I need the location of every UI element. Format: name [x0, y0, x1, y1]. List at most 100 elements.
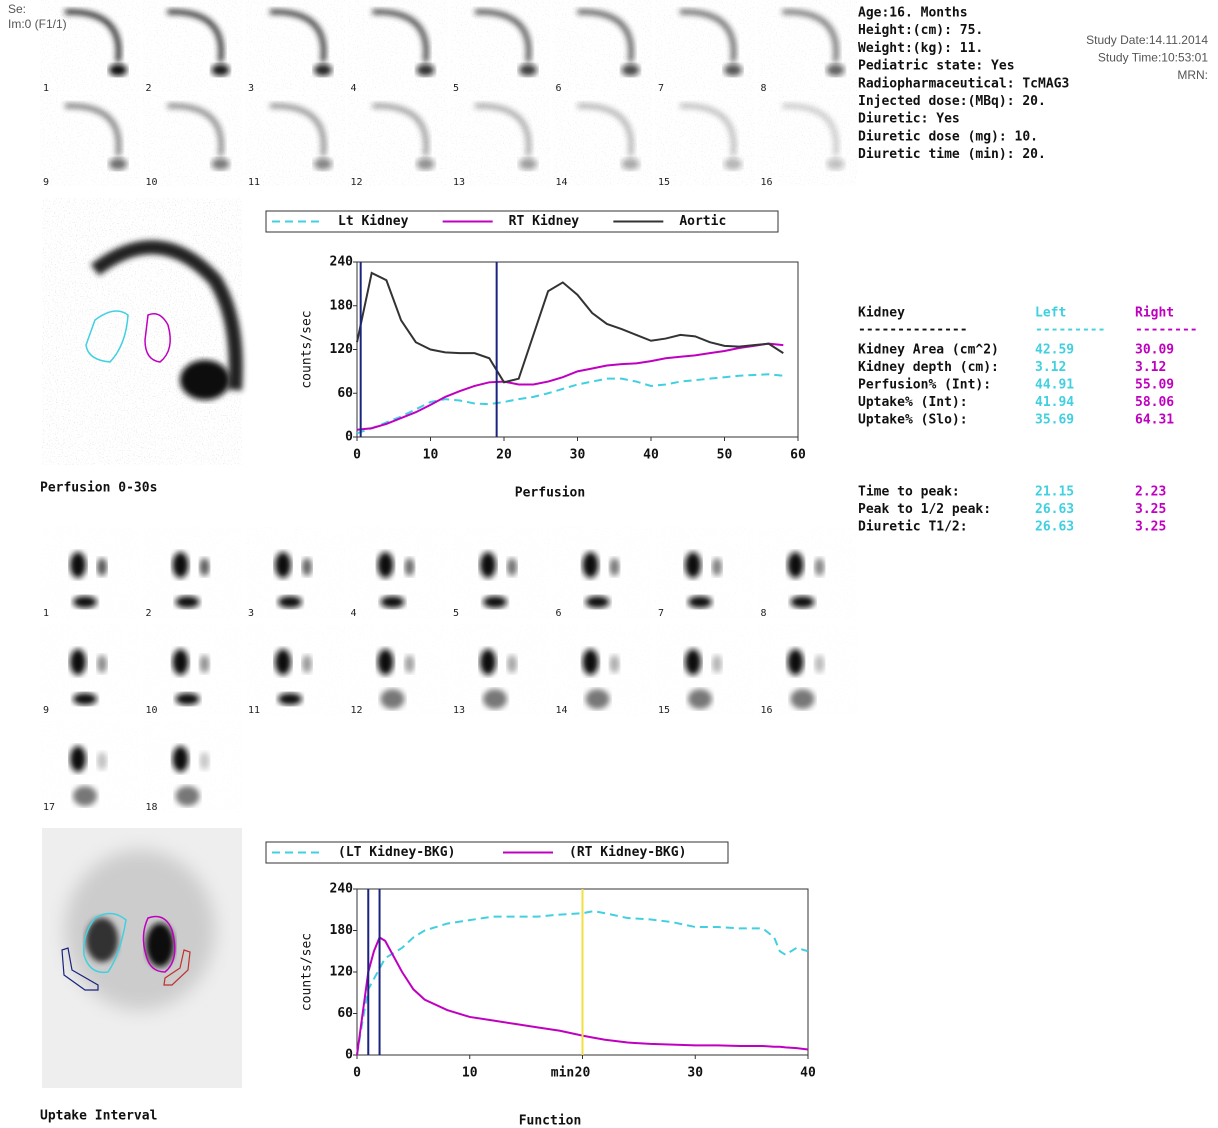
scan-blob [176, 693, 200, 705]
scan-blob [97, 655, 107, 673]
scan-frame [553, 94, 653, 186]
report: Se:Im:0 (F1/1)12345678910111213141516123… [0, 0, 1218, 1128]
scan-blob [507, 655, 517, 673]
patient-info: Pediatric state: Yes [858, 59, 1015, 74]
scan-blob [70, 552, 86, 578]
scan-blob [173, 552, 189, 578]
scan-blob [180, 360, 230, 400]
x-tick-label: 0 [353, 1066, 361, 1081]
table-header: Left [1035, 306, 1066, 321]
scan-frame [348, 0, 448, 92]
scan-frame [245, 624, 345, 716]
scan-blob [586, 689, 610, 709]
scan-blob [519, 158, 537, 170]
scan-blob [417, 158, 435, 170]
scan-blob [381, 689, 405, 709]
scan-blob [507, 558, 517, 576]
x-tick-label: 20 [496, 448, 512, 463]
scan-blob [378, 649, 394, 675]
scan-blob [724, 64, 742, 76]
table-cell: 3.25 [1135, 520, 1166, 535]
scan-frame [553, 527, 653, 619]
scan-blob [176, 786, 200, 806]
scan-frame [758, 0, 858, 92]
scan-frame [758, 624, 858, 716]
scan-frame [348, 624, 448, 716]
frame-number: 5 [453, 83, 459, 94]
scan-blob [405, 558, 415, 576]
scan-frame [450, 527, 550, 619]
y-tick-label: 180 [330, 923, 354, 938]
scan-blob [314, 158, 332, 170]
study-info: MRN: [1177, 68, 1208, 82]
scan-blob [302, 558, 312, 576]
scan-frame [655, 624, 755, 716]
image-caption: Uptake Interval [40, 1109, 157, 1124]
scan-blob [200, 752, 210, 770]
scan-frame [40, 527, 140, 619]
frame-number: 5 [453, 608, 459, 619]
scan-blob [583, 649, 599, 675]
table-cell: 26.63 [1035, 502, 1074, 517]
frame-number: 8 [761, 83, 767, 94]
scan-blob [381, 596, 405, 608]
frame-number: 18 [146, 802, 158, 813]
scan-blob [827, 158, 845, 170]
x-tick-label: 60 [790, 448, 806, 463]
frame-number: 3 [248, 83, 254, 94]
frame-number: 6 [556, 608, 562, 619]
scan-blob [275, 552, 291, 578]
scan-blob [97, 752, 107, 770]
table-cell: 3.25 [1135, 502, 1166, 517]
study-info: Study Date:14.11.2014 [1086, 33, 1208, 47]
frame-number: 2 [146, 608, 152, 619]
scan-blob [712, 558, 722, 576]
x-tick-label: 20 [575, 1066, 591, 1081]
scan-blob [827, 64, 845, 76]
table-cell: Kidney Area (cm^2) [858, 343, 999, 358]
scan-blob [685, 552, 701, 578]
patient-info: Age:16. Months [858, 6, 968, 21]
scan-frame [655, 527, 755, 619]
scan-blob [791, 689, 815, 709]
scan-frame [758, 527, 858, 619]
legend-label: Lt Kidney [338, 214, 409, 229]
scan-blob [73, 786, 97, 806]
scan-blob [622, 64, 640, 76]
scan-blob [791, 596, 815, 608]
scan-blob [610, 558, 620, 576]
scan-blob [712, 655, 722, 673]
scan-blob [200, 655, 210, 673]
patient-info: Weight:(kg): 11. [858, 41, 983, 56]
y-tick-label: 120 [330, 342, 354, 357]
y-axis-label: counts/sec [300, 310, 315, 388]
chart-title: Function [519, 1114, 582, 1128]
scan-frame [245, 0, 345, 92]
table-separator: --------- [1035, 323, 1105, 338]
table-cell: Time to peak: [858, 485, 960, 500]
chart-title: Perfusion [515, 486, 585, 501]
frame-number: 1 [43, 608, 49, 619]
scan-frame [143, 0, 243, 92]
legend-label: (LT Kidney-BKG) [338, 845, 455, 860]
scan-blob [519, 64, 537, 76]
table-cell: 26.63 [1035, 520, 1074, 535]
table-cell: 3.12 [1135, 360, 1166, 375]
frame-number: 15 [658, 177, 670, 188]
y-axis-label: counts/sec [300, 933, 315, 1011]
patient-info: Height:(cm): 75. [858, 23, 983, 38]
scan-blob [688, 689, 712, 709]
image-caption: Perfusion 0-30s [40, 481, 157, 496]
scan-blob [146, 923, 174, 967]
y-tick-label: 60 [337, 1006, 353, 1021]
scan-frame [348, 527, 448, 619]
scan-frame [143, 624, 243, 716]
scan-blob [109, 158, 127, 170]
patient-info: Diuretic dose (mg): 10. [858, 129, 1038, 144]
table-cell: Kidney depth (cm): [858, 360, 999, 375]
scan-frame [143, 527, 243, 619]
scan-frame [40, 721, 140, 813]
scan-frame [143, 94, 243, 186]
patient-info: Diuretic time (min): 20. [858, 147, 1046, 162]
frame-number: 16 [761, 177, 773, 188]
